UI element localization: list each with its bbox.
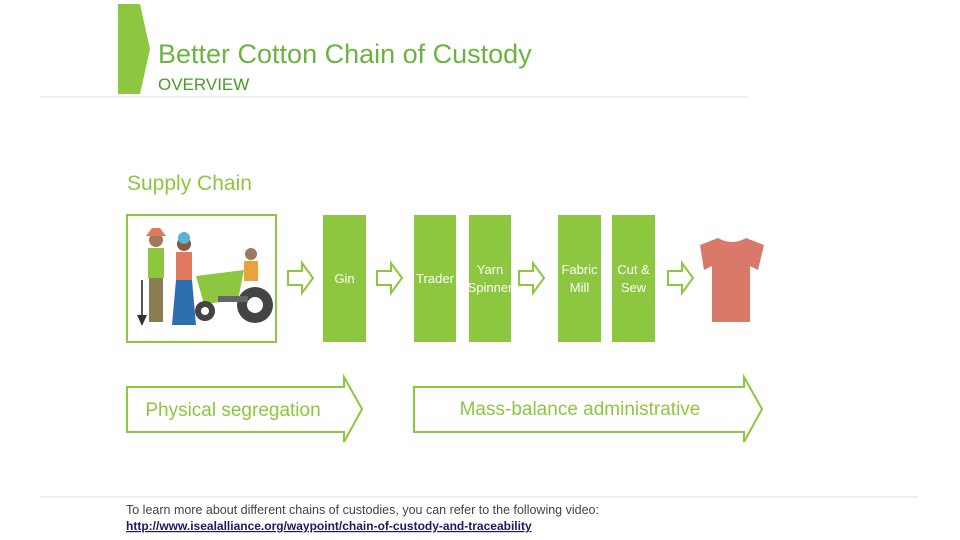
stage-label: Fabric	[561, 262, 598, 277]
footer-link[interactable]: http://www.isealalliance.org/waypoint/ch…	[126, 519, 532, 533]
stage-label: Yarn	[477, 262, 504, 277]
diagram-title: Supply Chain	[127, 172, 252, 195]
slide-title: Better Cotton Chain of Custody	[158, 39, 532, 69]
arrow-label: Mass-balance administrative	[460, 399, 701, 420]
stage-boxes	[323, 215, 655, 342]
stage-label: Mill	[570, 280, 590, 295]
slide-subtitle: OVERVIEW	[158, 75, 249, 94]
stage-label: Spinner	[468, 280, 513, 295]
stage-label: Sew	[621, 280, 647, 295]
accent-chevron	[118, 4, 150, 94]
stage-label: Cut &	[617, 262, 650, 277]
mass-balance-arrow	[413, 373, 764, 443]
flow-arrows	[287, 259, 695, 297]
arrow-label: Physical segregation	[145, 400, 320, 421]
stage-label: Trader	[416, 271, 454, 286]
segregation-arrow	[126, 373, 364, 443]
farmers-illustration	[126, 214, 277, 343]
stage-label: Gin	[334, 271, 354, 286]
footer-text: To learn more about different chains of …	[126, 503, 599, 517]
tshirt-icon	[700, 238, 764, 322]
